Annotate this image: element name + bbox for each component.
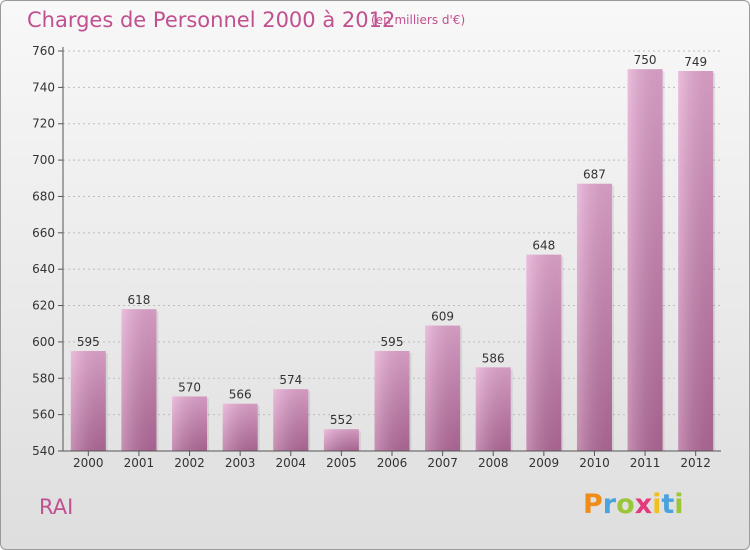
data-label: 595: [381, 335, 404, 349]
y-tick-label: 740: [32, 80, 55, 94]
y-tick-label: 680: [32, 189, 55, 203]
x-tick-label: 2010: [579, 456, 610, 470]
bar-highlight: [121, 309, 157, 451]
y-tick-label: 620: [32, 299, 55, 313]
y-tick-label: 660: [32, 226, 55, 240]
data-label: 749: [684, 55, 707, 69]
y-tick-label: 720: [32, 117, 55, 131]
data-label: 566: [229, 388, 252, 402]
data-label: 687: [583, 168, 606, 182]
y-tick-label: 540: [32, 444, 55, 458]
data-label: 648: [532, 239, 555, 253]
y-tick-label: 580: [32, 371, 55, 385]
x-tick-label: 2003: [225, 456, 256, 470]
bar-highlight: [172, 396, 208, 451]
bar-highlight: [323, 429, 359, 451]
x-tick-label: 2002: [174, 456, 205, 470]
y-tick-label: 600: [32, 335, 55, 349]
bar-highlight: [678, 71, 714, 451]
bar-highlight: [576, 183, 612, 451]
x-tick-label: 2000: [73, 456, 104, 470]
y-tick-label: 700: [32, 153, 55, 167]
x-tick-label: 2008: [478, 456, 509, 470]
data-label: 609: [431, 310, 454, 324]
data-label: 595: [77, 335, 100, 349]
bar-highlight: [425, 325, 461, 451]
x-tick-label: 2006: [377, 456, 408, 470]
x-tick-label: 2009: [529, 456, 560, 470]
bar-highlight: [475, 367, 511, 451]
data-label: 552: [330, 413, 353, 427]
data-label: 574: [279, 373, 302, 387]
chart-title: Charges de Personnel 2000 à 2012: [27, 8, 396, 32]
bar-highlight: [273, 389, 309, 451]
proxiti-logo: Proxiti: [583, 489, 684, 520]
bar-highlight: [222, 403, 258, 451]
x-tick-label: 2005: [326, 456, 357, 470]
y-tick-label: 760: [32, 44, 55, 58]
x-tick-label: 2001: [124, 456, 155, 470]
data-label: 570: [178, 380, 201, 394]
commune-name: RAI: [39, 495, 74, 519]
data-label: 750: [634, 53, 657, 67]
x-tick-label: 2012: [680, 456, 711, 470]
bar-highlight: [526, 254, 562, 451]
data-label: 618: [127, 293, 150, 307]
chart-subtitle: (en milliers d'€): [371, 13, 466, 27]
y-tick-label: 560: [32, 408, 55, 422]
data-label: 586: [482, 351, 505, 365]
bar-highlight: [70, 351, 106, 451]
bar-highlight: [627, 69, 663, 451]
bar-highlight: [374, 351, 410, 451]
x-tick-label: 2007: [427, 456, 458, 470]
x-tick-label: 2011: [630, 456, 661, 470]
y-tick-label: 640: [32, 262, 55, 276]
x-tick-label: 2004: [275, 456, 306, 470]
